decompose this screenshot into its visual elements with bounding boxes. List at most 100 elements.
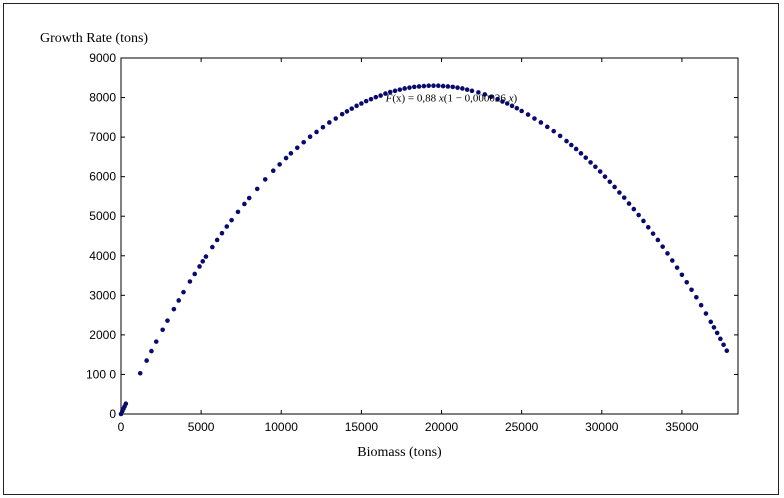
data-point [714, 330, 720, 336]
data-point [246, 195, 252, 201]
data-point [621, 195, 627, 200]
data-point [192, 271, 198, 277]
data-point [578, 151, 584, 156]
y-tick-label: 3000 [89, 288, 116, 302]
data-point [626, 201, 632, 206]
data-point [254, 186, 260, 192]
data-point [153, 339, 159, 344]
data-point [557, 133, 563, 139]
data-point [392, 88, 398, 94]
data-point [363, 98, 369, 104]
data-point [426, 83, 431, 88]
data-point [165, 318, 170, 323]
data-point [307, 134, 313, 140]
y-tick-label: 7000 [89, 130, 116, 144]
data-points [118, 83, 730, 417]
data-point [569, 142, 574, 148]
data-point [525, 112, 531, 117]
data-point [641, 218, 646, 224]
data-point [171, 306, 177, 312]
data-point [181, 289, 186, 295]
data-point [708, 319, 714, 325]
data-point [160, 327, 165, 333]
x-tick-label: 20000 [425, 420, 459, 434]
data-point [224, 224, 230, 229]
data-point [397, 87, 403, 92]
data-point [564, 138, 569, 144]
data-point [593, 164, 598, 170]
plot-area [120, 57, 739, 415]
data-point [144, 358, 149, 363]
data-point [573, 146, 579, 152]
data-point [283, 155, 289, 161]
data-point [631, 206, 637, 212]
data-point [504, 101, 510, 106]
data-point [532, 116, 537, 121]
data-point [327, 120, 332, 125]
x-axis-ticks: 0 5000 10000 15000 20000 25000 30000 35000 [118, 58, 699, 434]
data-point [333, 116, 339, 121]
data-point [544, 124, 550, 130]
data-point [431, 83, 436, 88]
data-point [488, 94, 494, 100]
data-point [679, 272, 685, 278]
data-point [187, 279, 193, 284]
y-tick-label: 6000 [89, 170, 116, 184]
data-point [368, 96, 374, 102]
data-point [684, 279, 690, 285]
data-point [694, 295, 699, 300]
data-point [588, 160, 593, 165]
data-point [698, 302, 704, 308]
data-point [229, 217, 234, 223]
data-point [294, 145, 300, 151]
data-point [469, 88, 475, 94]
data-point [277, 162, 282, 167]
data-point [500, 99, 505, 104]
x-axis-label: Biomass (tons) [357, 445, 442, 460]
x-tick-label: 5000 [188, 420, 215, 434]
data-point [349, 106, 355, 111]
y-tick-label: 9000 [89, 51, 116, 65]
data-point [123, 401, 129, 407]
data-point [583, 155, 589, 160]
data-point [314, 129, 319, 135]
data-point [482, 92, 488, 97]
data-point [320, 124, 326, 130]
data-point [149, 348, 154, 354]
x-tick-label: 0 [118, 420, 125, 434]
annotation-eq: = 0,88 [405, 93, 439, 105]
data-point [219, 230, 225, 236]
data-point [416, 84, 422, 89]
x-tick-label: 10000 [265, 420, 299, 434]
data-point [703, 311, 709, 316]
data-point [270, 168, 276, 174]
data-point [339, 111, 345, 117]
data-point [464, 87, 470, 92]
model-equation-annotation: F(x) = 0,88 x(1 − 0,000026 x) [385, 93, 518, 105]
data-point [373, 94, 379, 100]
data-point [235, 209, 241, 215]
y-tick-label: 0 [109, 407, 116, 421]
data-point [650, 231, 656, 236]
data-point [724, 348, 730, 354]
data-point [440, 83, 446, 89]
data-point [495, 96, 500, 102]
data-point [514, 105, 520, 111]
data-point [378, 93, 383, 98]
data-point [669, 258, 675, 263]
y-axis-ticks: 0 100 0 2000 3000 4000 5000 6000 7000 8000 9000 [86, 51, 738, 421]
data-point [718, 336, 723, 342]
y-tick-label: 100 0 [86, 367, 116, 381]
data-point [721, 342, 726, 348]
annotation-var2: x [508, 93, 514, 105]
data-point [214, 237, 220, 243]
data-point [402, 86, 407, 91]
data-point [519, 108, 524, 114]
y-axis-label: Growth Rate (tons) [40, 31, 148, 46]
y-tick-label: 4000 [89, 249, 116, 263]
data-point [509, 103, 515, 109]
data-point [655, 237, 661, 243]
annotation-paren: (1 − 0,000026 [444, 93, 509, 105]
x-tick-label: 15000 [345, 420, 379, 434]
data-point [636, 212, 641, 218]
